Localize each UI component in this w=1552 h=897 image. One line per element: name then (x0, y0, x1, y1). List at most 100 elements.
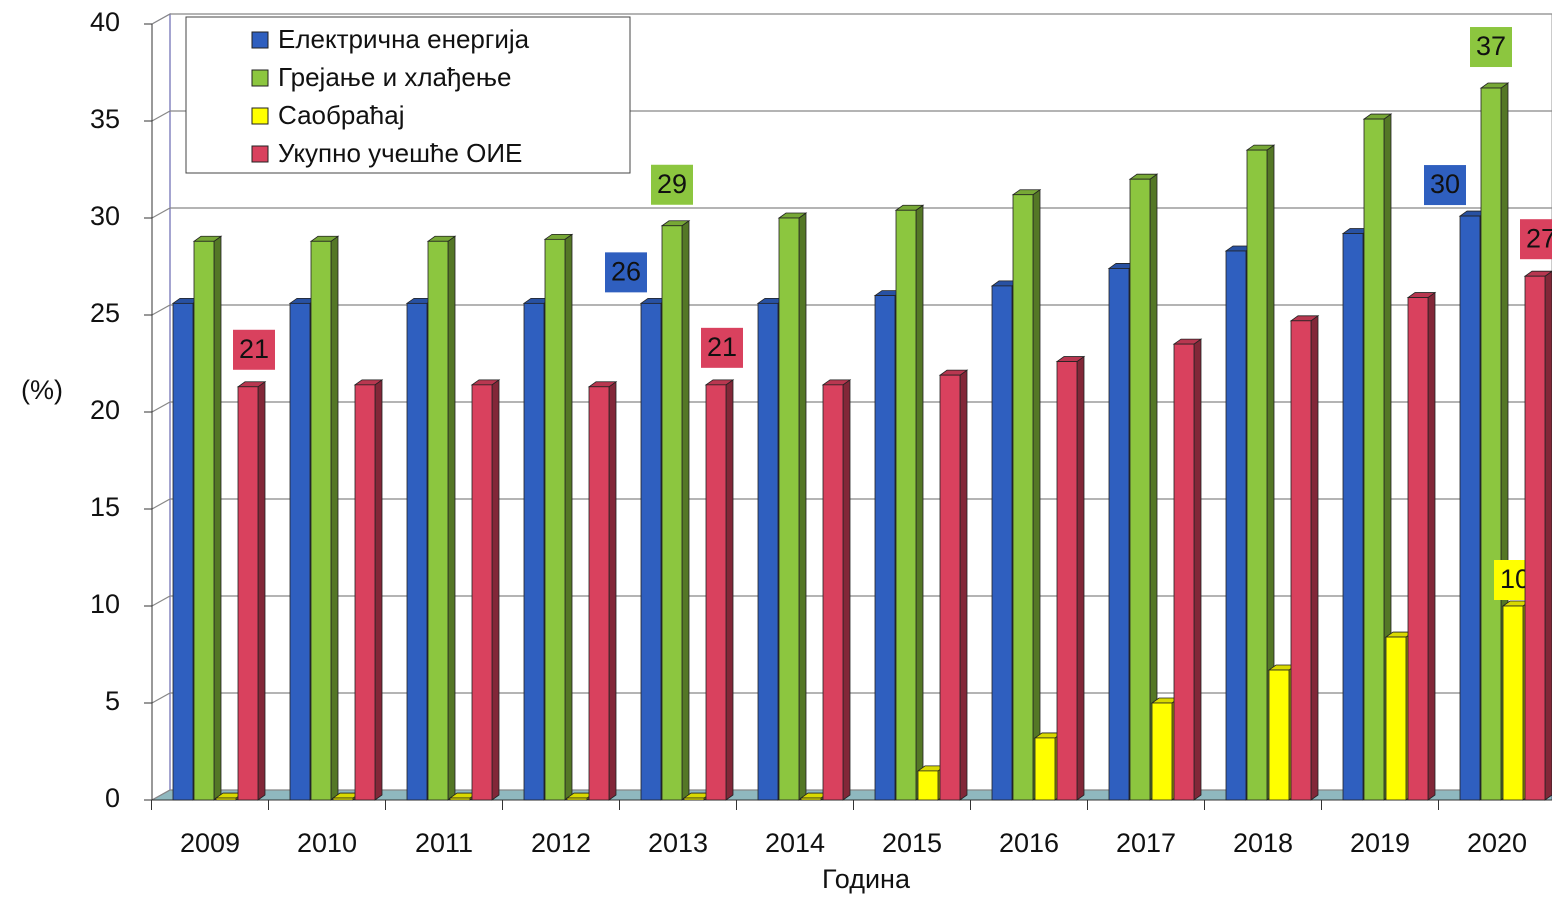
bar-front (991, 285, 1013, 801)
value-label-box (701, 327, 743, 368)
bar-front (289, 302, 311, 801)
bar-front (544, 238, 566, 801)
bar (587, 381, 618, 801)
bar-front (354, 384, 376, 801)
bar (660, 219, 691, 801)
x-tick-label: 2014 (765, 828, 825, 858)
bar (894, 204, 925, 801)
bar-side (257, 381, 266, 801)
bar (821, 379, 852, 801)
value-label-box (1520, 219, 1552, 260)
value-label: 27 (1526, 223, 1552, 253)
bar (1245, 144, 1276, 801)
bar (1172, 338, 1203, 801)
bar-front (1524, 275, 1546, 801)
bar-front (800, 797, 822, 801)
bar (1362, 113, 1393, 801)
grid-line (151, 789, 1552, 801)
bar (470, 379, 501, 801)
bar (309, 235, 340, 801)
bar-front (523, 302, 545, 801)
bar-front (1502, 605, 1524, 801)
value-label: 21 (707, 332, 737, 362)
bar-front (215, 797, 237, 801)
bar-side (959, 369, 968, 801)
grid-line (151, 401, 1552, 413)
x-tick-label: 2019 (1350, 828, 1410, 858)
bar-front (193, 240, 215, 801)
y-tick-label: 0 (105, 783, 120, 813)
bar-side (1076, 355, 1085, 801)
bar-front (1459, 215, 1481, 801)
bar (236, 381, 267, 801)
x-tick-label: 2017 (1116, 828, 1176, 858)
value-label-box (233, 329, 275, 370)
value-label-box (651, 164, 693, 205)
bar-front (1268, 669, 1290, 801)
grid-line (151, 304, 1552, 316)
bar-front (1246, 149, 1268, 801)
legend-swatch (251, 145, 269, 163)
x-axis-label: Година (822, 864, 911, 894)
bar-front (588, 386, 610, 801)
bar-side (1193, 338, 1202, 801)
bar-side (1032, 188, 1041, 801)
bar (426, 235, 457, 801)
legend-swatch (251, 107, 269, 125)
bar-front (1056, 361, 1078, 801)
bar (704, 379, 735, 801)
bar-side (1310, 315, 1319, 801)
bar-front (661, 225, 683, 801)
bar-front (427, 240, 449, 801)
x-tick-label: 2010 (297, 828, 357, 858)
bar (938, 369, 969, 801)
bar (543, 233, 574, 801)
y-tick-label: 15 (90, 492, 120, 522)
bar-front (332, 797, 354, 801)
bar-front (705, 384, 727, 801)
x-tick-label: 2020 (1467, 828, 1527, 858)
y-tick-label: 5 (105, 686, 120, 716)
bar-front (449, 797, 471, 801)
bar-front (895, 209, 917, 801)
bar (1055, 355, 1086, 801)
bar-front (874, 295, 896, 801)
value-label: 30 (1430, 169, 1460, 199)
x-tick-label: 2016 (999, 828, 1059, 858)
bar-front (1407, 297, 1429, 801)
bar-front (1225, 250, 1247, 801)
bar-side (915, 204, 924, 801)
bar-side (213, 235, 222, 801)
legend: Електрична енергија Грејање и хлађење Саоб… (185, 16, 631, 174)
bar-front (939, 374, 961, 801)
legend-label: Саобраћај (278, 100, 405, 130)
grid-line (151, 13, 1552, 25)
bar (1128, 173, 1159, 801)
bar-front (406, 302, 428, 801)
legend-label: Грејање и хлађење (278, 62, 511, 92)
x-tick-label: 2013 (648, 828, 708, 858)
bar (448, 792, 479, 801)
bar-front (1363, 118, 1385, 801)
value-label-box (1470, 27, 1512, 68)
bar-front (683, 797, 705, 801)
bar-side (491, 379, 500, 801)
bar-front (1480, 87, 1502, 801)
grid-line (151, 110, 1552, 122)
bar-side (447, 235, 456, 801)
bar-front (310, 240, 332, 801)
bar-side (374, 379, 383, 801)
bar-side (725, 379, 734, 801)
grid-line (151, 207, 1552, 219)
bar-front (1108, 268, 1130, 801)
bar-side (1427, 291, 1436, 801)
bar-front (1129, 178, 1151, 801)
value-label: 37 (1476, 31, 1506, 61)
bar-front (172, 302, 194, 801)
bar-front (1012, 194, 1034, 801)
legend-label: Електрична енергија (278, 24, 530, 54)
bar (192, 235, 223, 801)
x-tick-label: 2018 (1233, 828, 1293, 858)
y-tick-label: 35 (90, 104, 120, 134)
bar-front (1385, 636, 1407, 801)
